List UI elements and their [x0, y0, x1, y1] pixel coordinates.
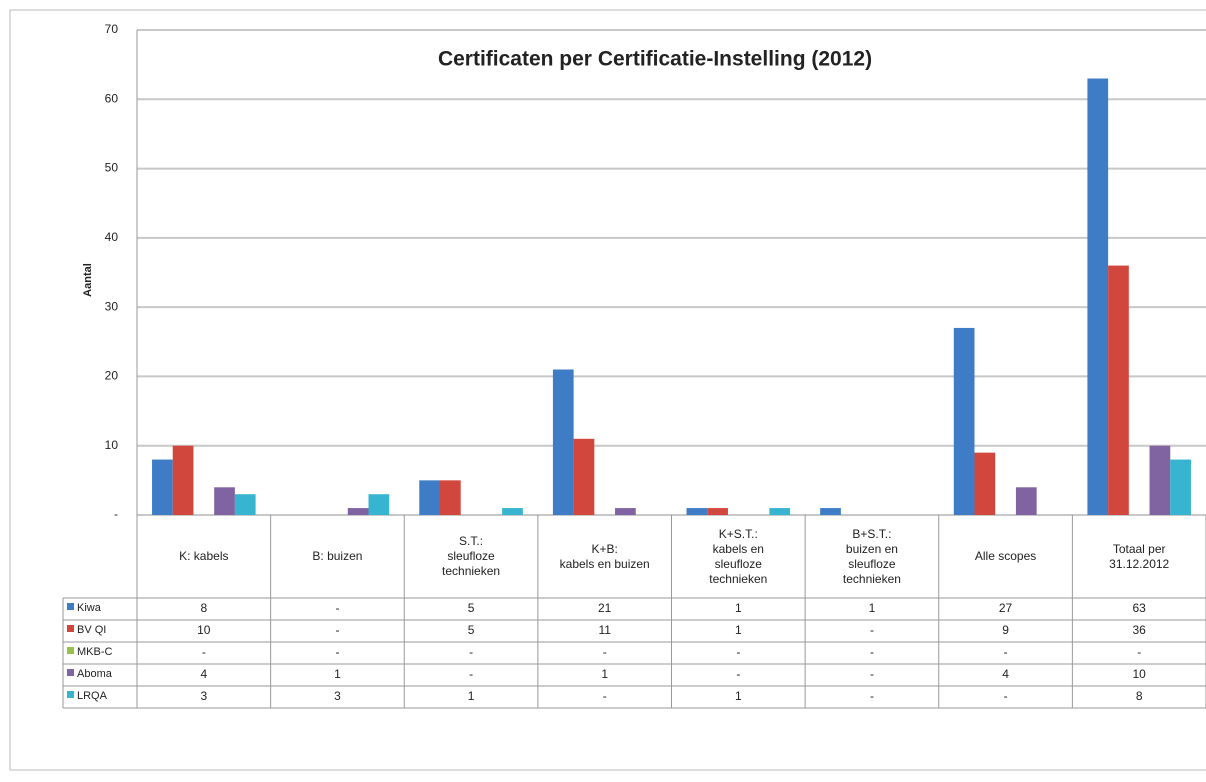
table-cell: 10 — [1133, 667, 1147, 681]
y-axis-label: Aantal — [82, 263, 94, 297]
table-cell: 27 — [999, 601, 1013, 615]
table-cell: 21 — [598, 601, 612, 615]
table-cell: 3 — [200, 689, 207, 703]
table-cell: 11 — [598, 623, 611, 637]
legend-label: MKB-C — [77, 646, 113, 658]
legend-swatch — [67, 603, 74, 610]
bar — [234, 494, 256, 515]
bar — [707, 508, 728, 515]
bar — [172, 445, 194, 515]
bar — [1087, 78, 1109, 515]
table-cell: - — [736, 645, 740, 659]
bar — [1108, 265, 1129, 515]
y-tick-label: 50 — [105, 161, 119, 175]
bar — [1170, 459, 1191, 515]
table-cell: 1 — [601, 667, 608, 681]
y-tick-label: 20 — [105, 369, 119, 383]
bar — [347, 508, 369, 515]
y-tick-label: 30 — [105, 299, 119, 313]
bar — [1149, 445, 1171, 515]
table-cell: 8 — [1136, 689, 1143, 703]
bar — [152, 459, 173, 515]
bar — [502, 508, 523, 515]
bar — [820, 508, 841, 515]
table-cell: - — [870, 623, 874, 637]
table-cell: - — [1004, 689, 1008, 703]
table-cell: - — [335, 623, 339, 637]
bar — [686, 508, 708, 515]
chart-title: Certificaten per Certificatie-Instelling… — [438, 48, 872, 71]
legend-swatch — [67, 647, 74, 654]
bar — [573, 438, 595, 515]
table-cell: 63 — [1133, 601, 1147, 615]
x-tick-label: Alle scopes — [974, 549, 1037, 563]
table-cell: - — [469, 667, 473, 681]
x-tick-label: S.T.: sleufloze technieken — [442, 534, 501, 578]
table-cell: 5 — [468, 601, 475, 615]
x-tick-label: K+B: kabels en buizen — [559, 541, 650, 571]
table-cell: 1 — [735, 689, 742, 703]
x-tick-label: K+S.T.: kabels en sleufloze technieken — [709, 526, 768, 586]
legend-label: Aboma — [77, 668, 113, 680]
y-tick-label: 70 — [105, 22, 119, 36]
table-cell: - — [469, 645, 473, 659]
y-tick-label: 40 — [105, 230, 119, 244]
table-cell: - — [870, 645, 874, 659]
frame — [9, 9, 1206, 771]
bar — [953, 327, 975, 515]
table-cell: - — [1004, 645, 1008, 659]
x-tick-label: B: buizen — [312, 549, 363, 563]
bar — [1015, 487, 1037, 515]
bar — [214, 487, 235, 515]
table-cell: 4 — [200, 667, 207, 681]
x-tick-label: K: kabels — [179, 549, 229, 563]
legend-swatch — [67, 669, 74, 676]
x-tick-label: Totaal per 31.12.2012 — [1109, 541, 1170, 571]
table-cell: - — [202, 645, 206, 659]
legend-label: LRQA — [77, 690, 108, 702]
bar — [974, 452, 996, 515]
bar — [552, 369, 574, 515]
table-cell: 10 — [197, 623, 211, 637]
bar — [615, 508, 636, 515]
y-tick-label: - — [114, 507, 118, 521]
table-cell: 36 — [1133, 623, 1147, 637]
table-cell: - — [870, 667, 874, 681]
table-cell: 1 — [468, 689, 475, 703]
legend-swatch — [67, 625, 74, 632]
table-cell: - — [603, 689, 607, 703]
x-tick-label: B+S.T.: buizen en sleufloze technieken — [842, 526, 901, 586]
table-cell: 3 — [334, 689, 341, 703]
table-cell: 1 — [869, 601, 876, 615]
table-cell: 8 — [200, 601, 207, 615]
table-cell: - — [870, 689, 874, 703]
legend-label: Kiwa — [77, 602, 102, 614]
legend-label: BV QI — [77, 624, 106, 636]
table-cell: - — [603, 645, 607, 659]
bar — [439, 480, 461, 515]
legend-swatch — [67, 691, 74, 698]
table-cell: - — [335, 601, 339, 615]
bar — [769, 508, 791, 515]
table-cell: - — [1137, 645, 1141, 659]
y-tick-label: 60 — [105, 91, 119, 105]
table-cell: - — [335, 645, 339, 659]
table-cell: 4 — [1002, 667, 1009, 681]
bar — [419, 480, 440, 515]
table-cell: 1 — [735, 601, 742, 615]
table-cell: - — [736, 667, 740, 681]
table-cell: 1 — [334, 667, 341, 681]
table-cell: 5 — [468, 623, 475, 637]
y-tick-label: 10 — [105, 438, 119, 452]
bar — [368, 494, 390, 515]
table-cell: 9 — [1002, 623, 1009, 637]
table-cell: 1 — [735, 623, 742, 637]
